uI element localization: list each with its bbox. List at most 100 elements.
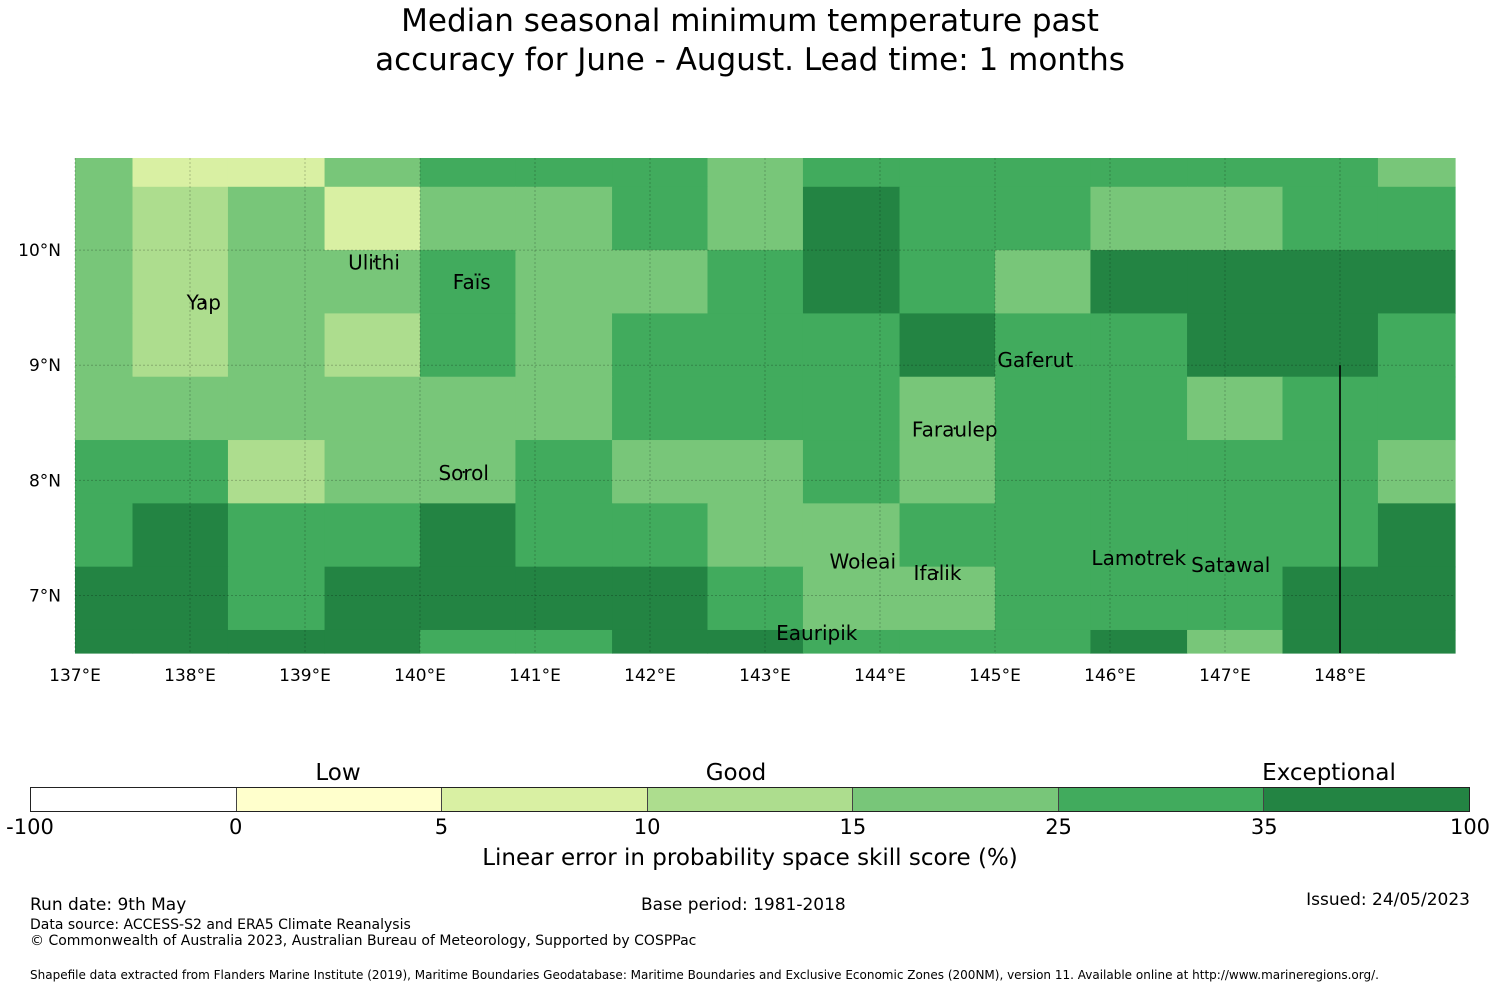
island-label: Ulithi — [348, 250, 400, 274]
grid-cell — [995, 503, 1092, 568]
grid-cell — [612, 440, 709, 504]
grid-cell — [802, 440, 901, 504]
grid-cell — [324, 313, 421, 378]
grid-cell — [75, 503, 134, 568]
grid-cell — [899, 503, 996, 568]
grid-cell — [324, 158, 421, 188]
grid-cell — [420, 313, 517, 378]
grid-cell — [75, 313, 134, 378]
grid-cell — [1187, 158, 1284, 188]
graticule — [74, 158, 1455, 653]
class-label-good: Good — [705, 760, 767, 786]
colorbar-segment — [31, 788, 237, 811]
grid-cell — [1282, 186, 1379, 251]
grid-cell — [75, 629, 134, 654]
island-marker — [202, 300, 205, 303]
grid-cell — [132, 250, 229, 315]
latitude-ticks: 10°N 9°N 8°N 7°N — [18, 241, 61, 606]
grid-cell — [612, 250, 709, 315]
island-label: Sorol — [438, 461, 489, 485]
island-label: Yap — [186, 291, 221, 315]
x-tick-label: 147°E — [1199, 666, 1251, 686]
grid-cell — [1090, 440, 1188, 504]
grid-cell — [1090, 250, 1188, 315]
grid-cell — [1377, 629, 1456, 654]
data-source: Data source: ACCESS-S2 and ERA5 Climate … — [30, 917, 411, 933]
grid-cell — [75, 158, 134, 188]
grid-cell — [899, 376, 996, 441]
colorbar-tick-label: 35 — [1250, 815, 1278, 839]
grid-cell — [227, 313, 326, 378]
grid-cell — [612, 566, 709, 631]
colorbar-segment — [1264, 788, 1470, 811]
grid-cell — [1377, 250, 1456, 315]
x-tick-label: 144°E — [854, 666, 906, 686]
issued-date: Issued: 24/05/2023 — [1306, 890, 1470, 910]
grid-cell — [899, 629, 996, 654]
longitude-ticks: 137°E 138°E 139°E 140°E 141°E 142°E 143°E 144°E… — [49, 666, 1366, 686]
grid-cell — [227, 250, 326, 315]
grid-cell — [75, 186, 134, 251]
colorbar-segment — [647, 788, 854, 811]
grid-cell — [420, 158, 517, 188]
island-marker — [372, 260, 376, 263]
island-marker — [936, 570, 939, 574]
grid-cell — [612, 313, 709, 378]
grid-cell — [75, 376, 134, 441]
grid-cell — [995, 440, 1092, 504]
x-tick-label: 143°E — [739, 666, 791, 686]
grid-cell — [515, 186, 613, 251]
grid-cell — [1090, 158, 1188, 188]
grid-cell — [707, 629, 804, 654]
grid-cell — [132, 376, 229, 441]
grid-cell — [802, 158, 901, 188]
grid-cell — [995, 313, 1092, 378]
grid-cell — [515, 503, 613, 568]
grid-cell — [1090, 376, 1188, 441]
grid-cell — [1282, 503, 1379, 568]
grid-cell — [1377, 503, 1456, 568]
grid-cell — [420, 629, 517, 654]
grid-cell — [75, 250, 134, 315]
island-marker — [861, 559, 864, 562]
grid-cell — [802, 186, 901, 251]
grid-cell — [227, 566, 326, 631]
grid-cell — [707, 250, 804, 315]
grid-cell — [132, 629, 229, 654]
colorbar-tick-label: 15 — [839, 815, 867, 839]
grid-cell — [1187, 186, 1284, 251]
grid-cell — [1187, 503, 1284, 568]
grid-cell — [324, 186, 421, 251]
grid-cell — [324, 629, 421, 654]
grid-cell — [899, 566, 996, 631]
grid-cell — [227, 629, 326, 654]
x-tick-label: 138°E — [164, 666, 216, 686]
island-marker — [1034, 358, 1037, 361]
grid-cell — [227, 376, 326, 441]
grid-cell — [995, 629, 1092, 654]
x-tick-label: 139°E — [279, 666, 331, 686]
grid-cell — [420, 503, 517, 568]
island-marker — [953, 427, 956, 430]
grid-cell — [707, 313, 804, 378]
shapefile-credit: Shapefile data extracted from Flanders M… — [30, 968, 1379, 982]
run-date: Run date: 9th May — [30, 895, 187, 915]
grid-cell — [1282, 566, 1379, 631]
grid-cell — [324, 250, 421, 315]
grid-cell — [899, 250, 996, 315]
colorbar-tick-label: 5 — [434, 815, 449, 839]
island-marker — [815, 630, 818, 634]
grid-cell — [324, 503, 421, 568]
x-tick-label: 140°E — [394, 666, 446, 686]
y-tick-label: 9°N — [29, 356, 61, 376]
grid-cell — [899, 313, 996, 378]
grid-cell — [612, 503, 709, 568]
grid-cell — [324, 440, 421, 504]
grid-cell — [515, 313, 613, 378]
y-tick-label: 8°N — [29, 471, 61, 491]
grid-cell — [515, 158, 613, 188]
grid-cell — [802, 376, 901, 441]
grid-cell — [1377, 440, 1456, 504]
y-tick-label: 10°N — [18, 241, 61, 261]
grid-cell — [612, 376, 709, 441]
